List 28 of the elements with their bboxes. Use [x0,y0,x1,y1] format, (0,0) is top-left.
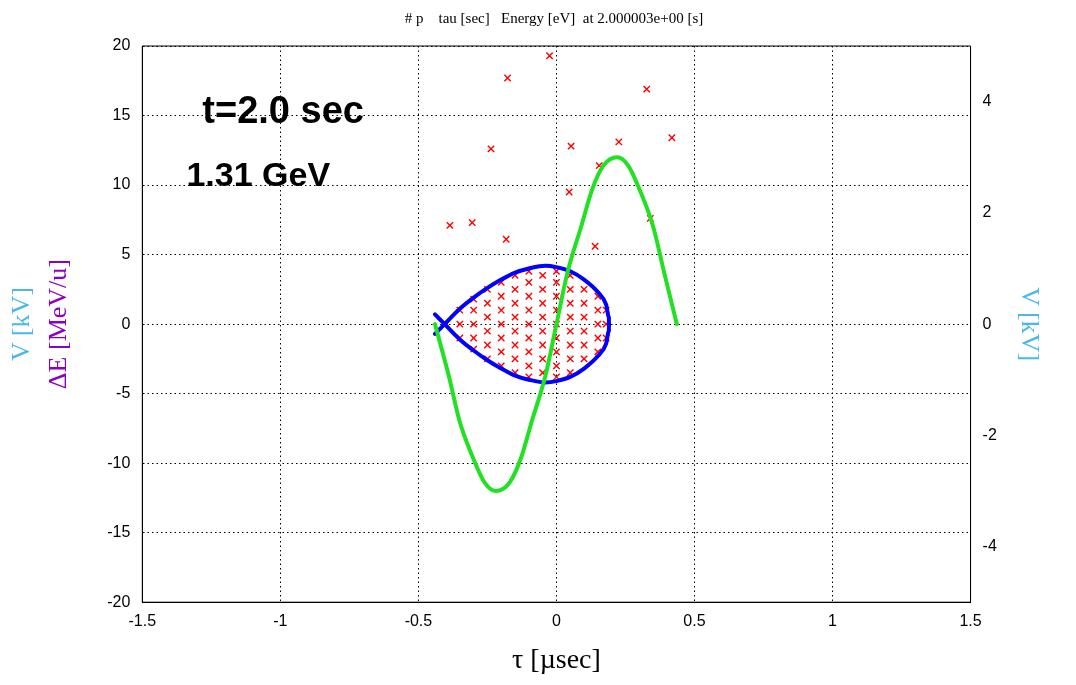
y2-tick-label: 2 [982,203,992,221]
x-tick-label: -1.5 [128,612,157,630]
y-tick-label: -20 [107,592,131,610]
y-tick-label: 15 [112,105,131,123]
x-tick-label: 1 [828,612,838,630]
annotation: t=2.0 sec [202,89,364,132]
x-tick-label: -1 [273,612,288,630]
x-tick-label: 1.5 [959,612,982,630]
y-tick-label: 5 [121,244,131,262]
y2-tick-label: -2 [982,425,997,443]
y-tick-label: -15 [107,523,131,541]
text: V [kV] [5,287,35,362]
y-tick-label: -5 [116,384,131,402]
y-tick-label: 0 [121,314,131,332]
y2-axis-title: V [kV] [1015,287,1045,362]
y-tick-label: 20 [112,36,131,54]
x-tick-label: 0.5 [683,612,706,630]
y-tick-label: -10 [107,453,131,471]
chart-title: # p tau [sec] Energy [eV] at 2.000003e+00 [s] [404,9,704,26]
y2-tick-label: 4 [982,92,992,110]
x-tick-label: 0 [552,612,561,630]
y-axis-title: ΔE [MeV/u] [43,259,73,390]
y2-tick-label: -4 [982,536,997,554]
x-axis-title: τ [µsec] [512,642,601,674]
y-tick-label: 10 [112,175,131,193]
y2-tick-label: 0 [982,314,992,332]
x-tick-label: -0.5 [404,612,433,630]
annotation: 1.31 GeV [186,155,331,194]
